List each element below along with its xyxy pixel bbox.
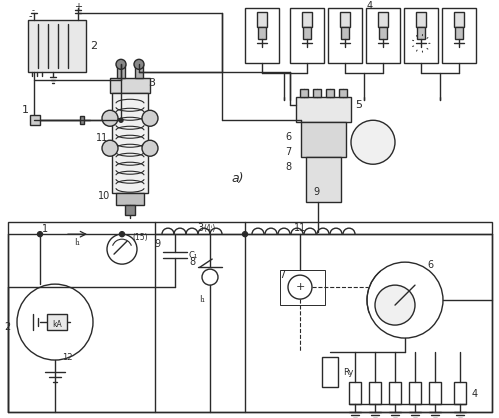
Text: 11: 11 (294, 223, 306, 233)
Bar (306, 157, 341, 202)
Circle shape (102, 110, 118, 126)
Bar (339, 89, 347, 97)
Bar (116, 193, 144, 205)
Circle shape (119, 232, 124, 237)
Text: 2: 2 (4, 322, 10, 332)
Circle shape (202, 269, 218, 285)
Circle shape (375, 285, 415, 325)
Bar (258, 27, 266, 39)
Text: 11: 11 (96, 133, 108, 143)
Circle shape (367, 262, 443, 338)
Bar (117, 64, 125, 78)
Bar (290, 8, 324, 63)
Bar (80, 116, 84, 124)
Text: 6: 6 (427, 260, 433, 270)
Text: 1: 1 (42, 224, 48, 234)
Bar (300, 89, 308, 97)
Text: 3: 3 (149, 78, 156, 88)
Bar (409, 382, 421, 404)
Bar (301, 122, 346, 157)
Bar (404, 8, 438, 63)
Text: +: + (74, 3, 82, 13)
Bar (389, 382, 401, 404)
Bar (296, 97, 351, 122)
Bar (303, 27, 311, 39)
Text: a): a) (232, 172, 244, 185)
Circle shape (351, 120, 395, 164)
Text: I₁: I₁ (74, 238, 80, 247)
Circle shape (17, 284, 93, 360)
Circle shape (37, 232, 42, 237)
Bar (340, 13, 350, 27)
Text: 6: 6 (285, 132, 291, 142)
Text: Ry: Ry (343, 367, 353, 377)
Bar (454, 13, 464, 27)
Bar (8, 222, 492, 412)
Text: 4: 4 (472, 389, 478, 399)
Bar (429, 382, 441, 404)
Circle shape (107, 234, 137, 264)
Text: -: - (28, 11, 32, 21)
Bar (125, 205, 135, 215)
Bar (349, 382, 361, 404)
Bar (135, 64, 143, 78)
Bar (28, 20, 86, 72)
Bar (245, 8, 279, 63)
Bar (47, 314, 67, 330)
Text: 12: 12 (62, 352, 72, 362)
Circle shape (288, 275, 312, 299)
Text: 7: 7 (285, 147, 291, 157)
Bar (379, 27, 387, 39)
Bar (328, 8, 362, 63)
Text: (15): (15) (132, 233, 148, 242)
Circle shape (134, 59, 144, 69)
Text: kA: kA (52, 320, 62, 329)
Text: 10: 10 (98, 191, 110, 201)
Bar (416, 13, 426, 27)
Bar (378, 13, 388, 27)
Text: 9: 9 (154, 239, 160, 249)
Bar (366, 8, 400, 63)
Bar (280, 270, 325, 305)
Text: -: - (31, 6, 34, 15)
Circle shape (119, 118, 123, 122)
Text: C₁: C₁ (189, 251, 198, 260)
Circle shape (243, 232, 248, 237)
Bar (313, 89, 321, 97)
Bar (257, 13, 267, 27)
Bar (454, 382, 466, 404)
Bar (302, 13, 312, 27)
Bar (322, 357, 338, 387)
Text: 9: 9 (313, 187, 319, 197)
Text: 5: 5 (355, 100, 362, 110)
Circle shape (142, 140, 158, 156)
Bar (417, 27, 425, 39)
Text: 4: 4 (367, 1, 373, 11)
Text: +: + (295, 282, 305, 292)
Bar (110, 78, 150, 93)
Text: I₁: I₁ (199, 295, 205, 303)
Bar (455, 27, 463, 39)
Bar (369, 382, 381, 404)
Circle shape (142, 110, 158, 126)
Bar (326, 89, 334, 97)
Text: 8: 8 (285, 162, 291, 172)
Text: (4ⁱ): (4ⁱ) (204, 224, 216, 233)
Text: 3: 3 (197, 223, 203, 233)
Bar (341, 27, 349, 39)
Text: 8: 8 (189, 257, 195, 267)
Bar (442, 8, 476, 63)
Circle shape (116, 59, 126, 69)
Text: 1: 1 (21, 105, 28, 115)
Bar (112, 93, 148, 193)
Bar (30, 115, 40, 125)
Text: 2: 2 (90, 41, 98, 51)
Circle shape (102, 140, 118, 156)
Text: 7: 7 (279, 270, 285, 280)
